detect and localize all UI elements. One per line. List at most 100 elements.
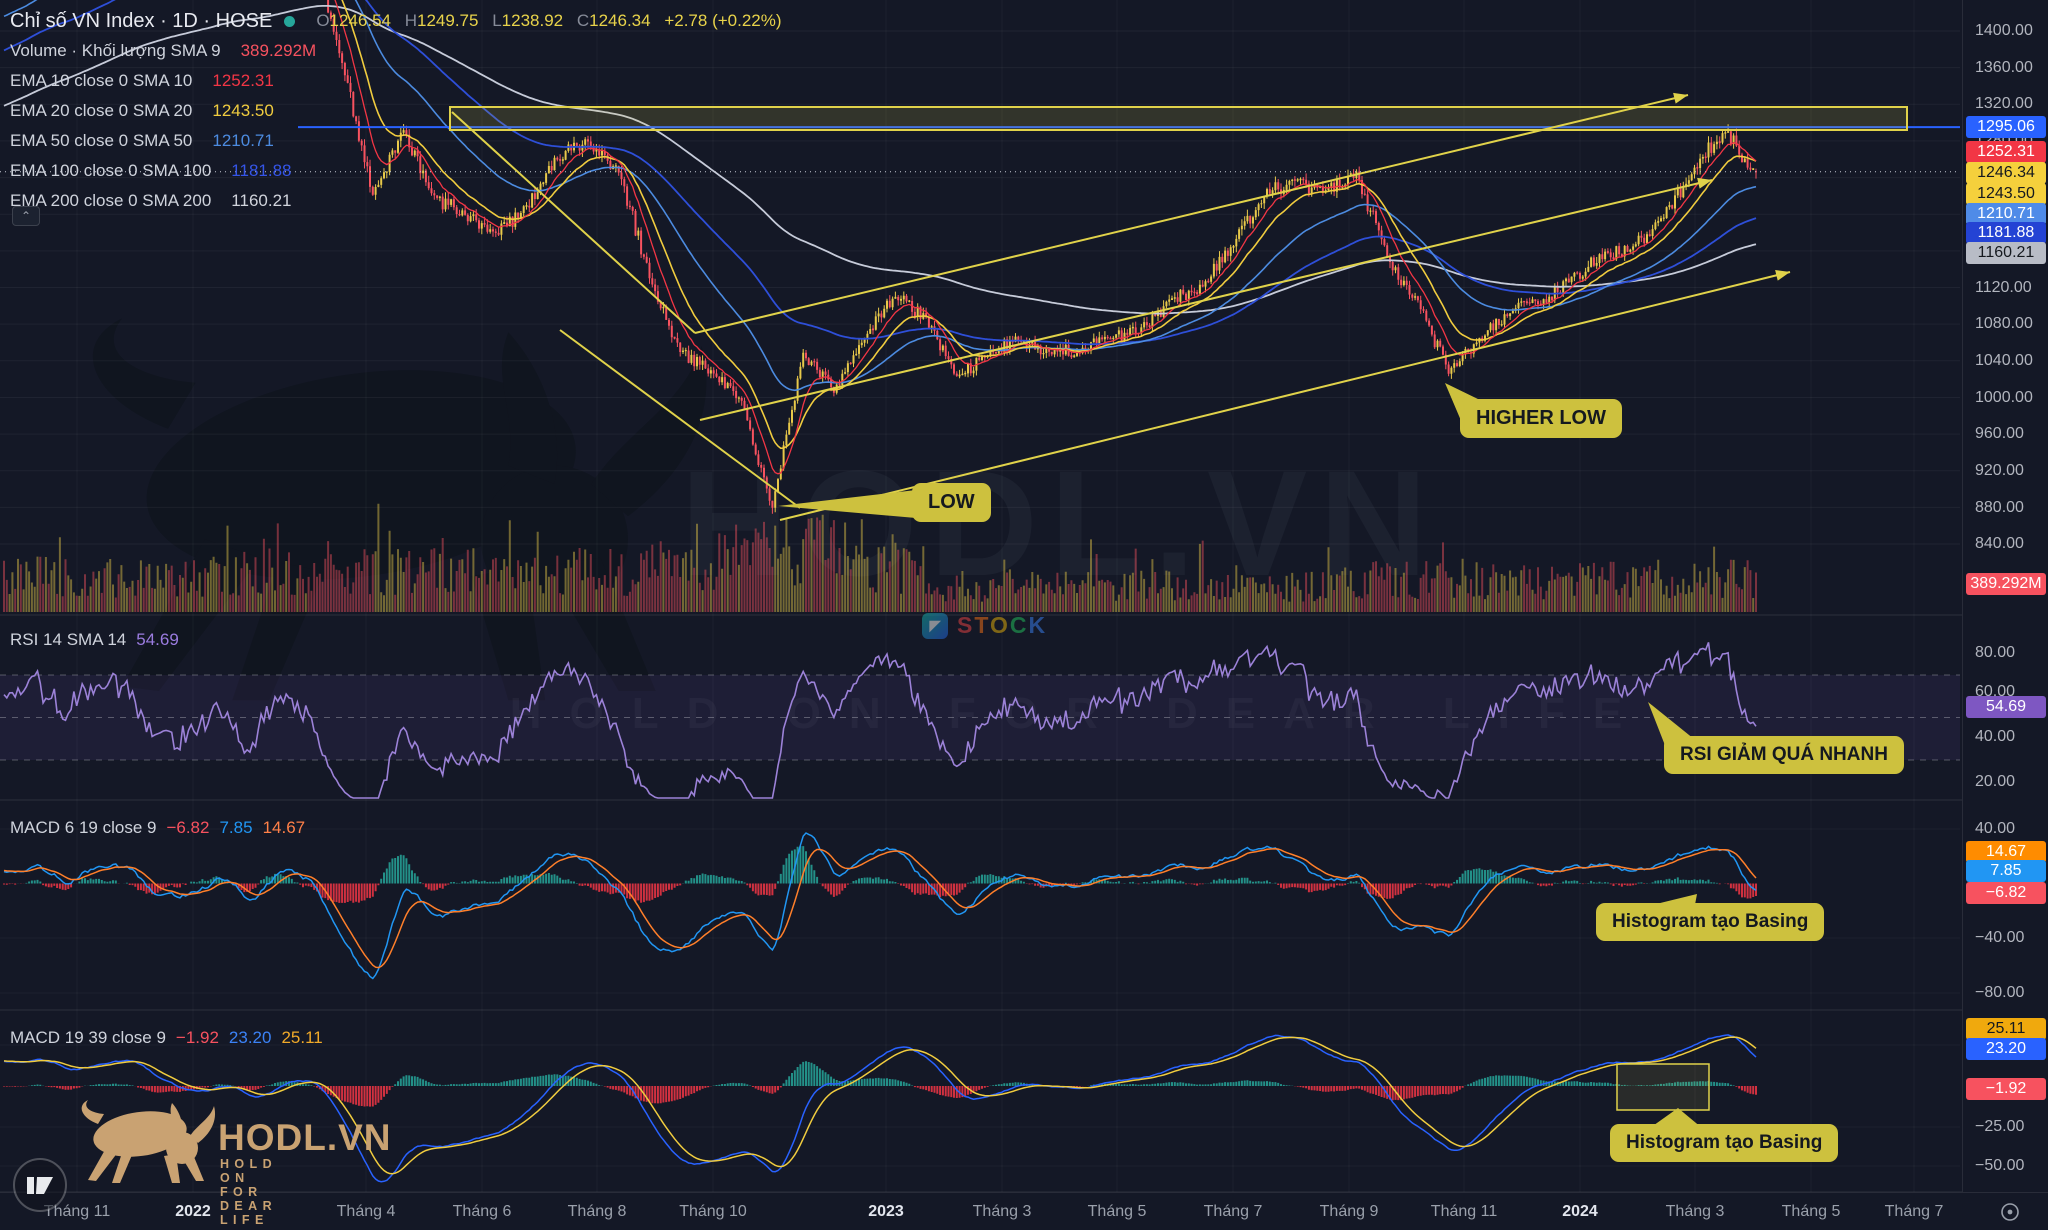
callout-low-tail [778,490,916,518]
ema100-line [3,0,1757,346]
indicator-value: 1252.31 [212,71,274,90]
low-value: 1238.92 [501,11,564,30]
axis-tick: 40.00 [1975,728,2016,745]
rsi-line [3,642,1757,799]
time-label-month: Tháng 9 [1319,1203,1379,1220]
macd-value: 25.11 [281,1028,323,1047]
macd-value: 14.67 [262,818,306,837]
volume-bars-up [8,503,1755,612]
rsi-pane-legend[interactable]: RSI 14 SMA 14 54.69 [10,630,179,650]
time-label-month: Tháng 7 [1884,1203,1944,1220]
indicator-label: EMA 100 close 0 SMA 100 [10,161,212,180]
macd-slow-label: MACD 19 39 close 9 [10,1028,166,1047]
time-label-year: 2023 [868,1203,904,1220]
channel-lower-line[interactable] [779,271,1791,521]
rsi-value: 54.69 [136,630,179,649]
ema20-line [341,0,1757,450]
indicator-label: EMA 20 close 0 SMA 20 [10,101,193,120]
volume-bars-down [3,517,1757,612]
symbol-title: Chỉ số VN Index · 1D · HOSE [10,9,273,32]
macd-slow-signal [3,1036,1757,1175]
partner-watermark: ◤ STOCK [922,612,1047,639]
macd-slow-pane-legend[interactable]: MACD 19 39 close 9 −1.92 23.20 25.11 [10,1028,333,1048]
axis-tick: 920.00 [1975,462,2024,479]
macd-value: 23.20 [228,1028,272,1047]
partner-letter: O [989,612,1010,638]
callout-low[interactable]: LOW [912,483,991,522]
brand-tagline: HOLD ON FOR DEAR LIFE [220,1157,278,1227]
time-label-year: 2024 [1562,1203,1598,1220]
time-label-month: Tháng 11 [43,1203,111,1220]
indicator-row-0[interactable]: Volume · Khối lượng SMA 9 389.292M [10,36,782,66]
indicator-row-5[interactable]: EMA 200 close 0 SMA 200 1160.21 [10,186,782,216]
price-badge: 54.69 [1966,696,2046,718]
axis-settings-icon[interactable] [2000,1202,2020,1222]
collapse-indicators-button[interactable]: ⌃ [12,206,40,226]
macd-fast-pane-legend[interactable]: MACD 6 19 close 9 −6.82 7.85 14.67 [10,818,315,838]
resistance-box[interactable] [449,106,1908,131]
price-badge: 1210.71 [1966,203,2046,225]
indicator-value: 1181.88 [231,161,292,180]
axis-tick: 1400.00 [1975,22,2033,39]
close-value: 1246.34 [589,11,651,30]
indicator-label: EMA 200 close 0 SMA 200 [10,191,212,210]
partner-letter: C [1009,612,1029,638]
price-badge: 1160.21 [1966,242,2046,264]
time-label-month: Tháng 11 [1430,1203,1498,1220]
channel-middle-line-arrowhead [1697,177,1712,189]
indicator-label: EMA 50 close 0 SMA 50 [10,131,193,150]
brand-name: HODL.VN [218,1117,392,1158]
callout-macd-fast-basing[interactable]: Histogram tạo Basing [1596,903,1825,941]
tradingview-logo[interactable] [12,1139,68,1230]
open-value: 1246.54 [329,11,391,30]
indicator-row-4[interactable]: EMA 100 close 0 SMA 100 1181.88 [10,156,782,186]
candle-bodies-down [327,0,1757,508]
indicator-row-2[interactable]: EMA 20 close 0 SMA 20 1243.50 [10,96,782,126]
ema10-line [334,0,1757,475]
price-badge: 1252.31 [1966,141,2046,163]
indicator-legend-list: Volume · Khối lượng SMA 9 389.292M EMA 10 … [10,36,782,216]
axis-tick: 1360.00 [1975,59,2033,76]
channel-middle-line[interactable] [699,179,1713,421]
price-badge: 1181.88 [1966,222,2046,244]
time-label-year: 2022 [175,1203,211,1220]
partner-letter: S [957,612,975,638]
legend: Chỉ số VN Index · 1D · HOSE O1246.54 H12… [10,6,782,216]
macd-fast-label: MACD 6 19 close 9 [10,818,157,837]
macd-value: −1.92 [175,1028,219,1047]
indicator-row-3[interactable]: EMA 50 close 0 SMA 50 1210.71 [10,126,782,156]
channel-upper-line[interactable] [694,94,1689,334]
callout-macd-slow-basing[interactable]: Histogram tạo Basing [1610,1124,1839,1162]
price-badge: 14.67 [1966,841,2046,863]
axis-tick: 1080.00 [1975,315,2033,332]
axis-tick: 40.00 [1975,820,2016,837]
macd-slow-hist-neg [3,1086,1757,1107]
price-badge: 25.11 [1966,1018,2046,1040]
symbol-row[interactable]: Chỉ số VN Index · 1D · HOSE O1246.54 H12… [10,6,782,36]
axis-tick: −25.00 [1975,1118,2025,1135]
macd-slow-hist-pos [28,1061,1735,1086]
indicator-row-1[interactable]: EMA 10 close 0 SMA 10 1252.31 [10,66,782,96]
axis-tick: 60.00 [1975,683,2016,700]
time-axis[interactable]: Tháng 11 2022 Tháng 4 Tháng 6 Tháng 8 Tháng 1… [0,1192,2048,1230]
price-axis[interactable]: 1400.001360.001320.001280.001120.001080.… [1962,0,2048,1192]
indicator-value: 1210.71 [212,131,274,150]
time-label-month: Tháng 5 [1087,1203,1147,1220]
macd-value: −6.82 [166,818,210,837]
price-badge: −6.82 [1966,882,2046,904]
callout-higher-low[interactable]: HIGHER LOW [1460,399,1622,438]
close-label: C [576,11,590,30]
callout-rsi-fast-drop[interactable]: RSI GIẢM QUÁ NHANH [1664,736,1904,774]
time-label-month: Tháng 4 [336,1203,396,1220]
macd-fast-values: −6.82 7.85 14.67 [166,818,315,838]
axis-tick: 1040.00 [1975,352,2033,369]
price-badge: 23.20 [1966,1038,2046,1060]
downtrend-line-1[interactable] [451,111,696,334]
downtrend-line-2[interactable] [559,329,801,509]
partner-letter: K [1028,612,1048,638]
bull-logo [81,1100,216,1183]
axis-tick: 1120.00 [1975,279,2032,296]
macd-basing-highlight-box[interactable] [1616,1063,1710,1111]
